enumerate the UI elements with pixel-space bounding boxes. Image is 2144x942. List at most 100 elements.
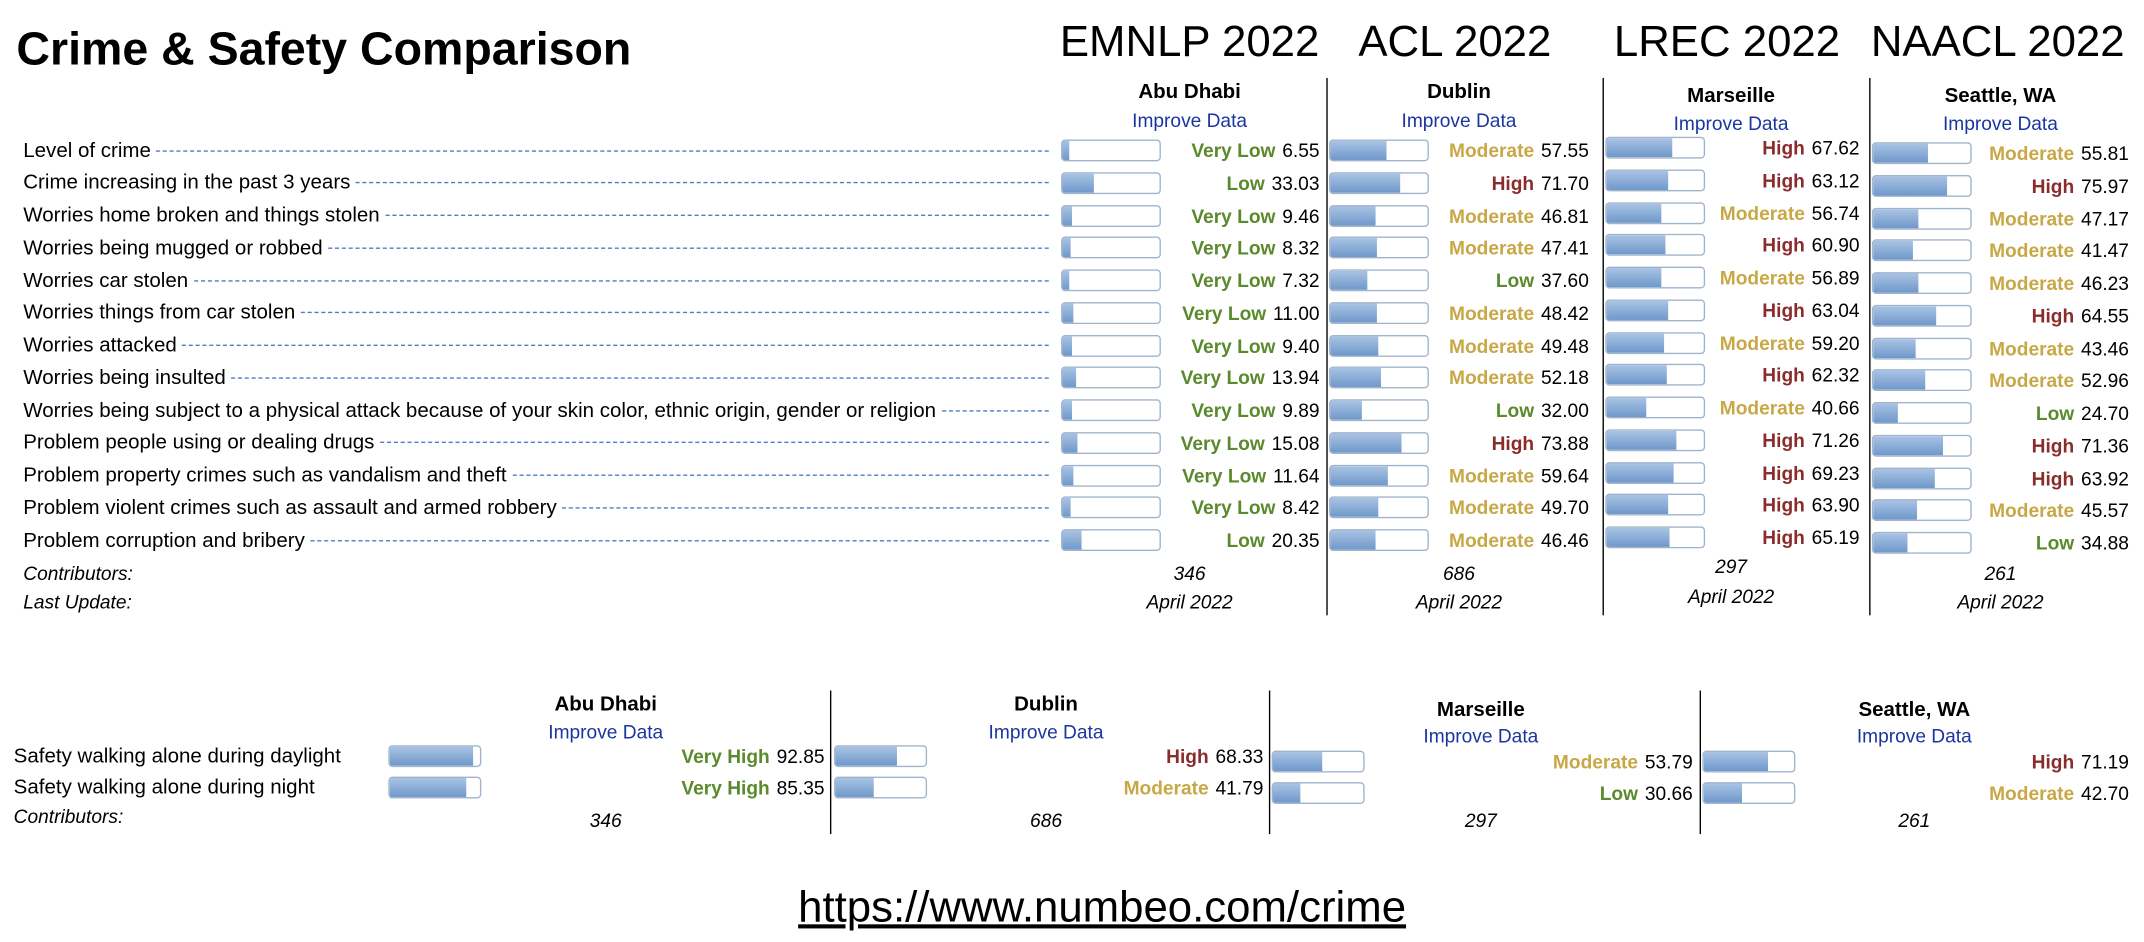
level: Moderate — [1989, 272, 2075, 294]
value: 63.92 — [2081, 466, 2129, 489]
level: Moderate — [1449, 366, 1535, 389]
label: Problem people using or dealing drugs — [23, 431, 375, 455]
last-update-label: Last Update: — [23, 590, 132, 613]
value-cell: Moderate 40.66 — [1720, 398, 1860, 417]
city-name: Seattle, WA — [1858, 698, 1971, 722]
improve-data-link[interactable]: Improve Data — [1673, 112, 1789, 135]
value-cell: High 63.92 — [2032, 468, 2129, 487]
label: Worries being subject to a physical atta… — [23, 398, 937, 422]
bar-track — [1871, 304, 1972, 327]
value: 34.88 — [2081, 531, 2129, 554]
value-cell: Very Low 7.32 — [1191, 271, 1319, 290]
level: Very Low — [1191, 139, 1276, 162]
value-cell: Very Low 11.00 — [1182, 303, 1319, 322]
bar — [1062, 238, 1071, 258]
value: 47.17 — [2081, 207, 2129, 230]
level: High — [2031, 750, 2075, 773]
level: Very Low — [1191, 204, 1276, 227]
value: 7.32 — [1282, 269, 1320, 292]
level: Low — [1599, 782, 1639, 805]
improve-data-link[interactable]: Improve Data — [1132, 109, 1248, 132]
bar — [389, 778, 467, 798]
label: Worries car stolen — [23, 268, 189, 292]
bar-track — [1329, 431, 1429, 454]
contributors-label: Contributors: — [23, 561, 133, 584]
row-label: Worries being mugged or robbed — [23, 236, 1049, 261]
bar-track — [1061, 431, 1161, 454]
improve-data-link[interactable]: Improve Data — [548, 720, 664, 743]
city-name: Seattle, WA — [1944, 84, 2057, 108]
level: High — [1762, 526, 1805, 549]
value-cell: Very Low 6.55 — [1191, 141, 1319, 160]
improve-data-link[interactable]: Improve Data — [1856, 724, 1972, 747]
label: Worries being insulted — [23, 366, 226, 390]
leader-line — [156, 149, 1049, 152]
value-cell: Very Low 9.46 — [1191, 206, 1319, 225]
improve-data-link[interactable]: Improve Data — [1942, 112, 2058, 135]
bar-track — [1702, 782, 1796, 805]
value-cell: Moderate 43.46 — [1989, 338, 2129, 357]
bar-track — [1871, 369, 1972, 392]
row-label: Problem violent crimes such as assault a… — [23, 495, 1049, 520]
level: Very Low — [1191, 269, 1276, 292]
bar — [1606, 397, 1647, 418]
bar-track — [1329, 334, 1429, 357]
value-cell: Moderate 47.17 — [1989, 209, 2129, 228]
row-label: Safety walking alone during daylight — [13, 744, 341, 768]
bar — [1703, 783, 1743, 803]
improve-data-link[interactable]: Improve Data — [1401, 109, 1517, 132]
last-update: April 2022 — [1687, 585, 1775, 608]
value: 43.46 — [2081, 337, 2129, 359]
improve-data-link[interactable]: Improve Data — [1423, 724, 1539, 747]
value: 9.89 — [1282, 399, 1320, 422]
value-cell: Low 32.00 — [1496, 401, 1589, 420]
bar — [1062, 173, 1095, 193]
value: 6.55 — [1282, 139, 1320, 162]
value-cell: Moderate 56.89 — [1720, 268, 1860, 287]
value: 41.79 — [1215, 776, 1264, 799]
source-url[interactable]: https://www.numbeo.com/crime — [798, 881, 1407, 932]
improve-data-link[interactable]: Improve Data — [988, 720, 1104, 743]
value-cell: Very Low 9.40 — [1191, 336, 1319, 355]
bar-track — [1329, 529, 1429, 552]
level: High — [2031, 434, 2075, 457]
row-label: Level of crime — [23, 138, 1049, 163]
bar-track — [1061, 334, 1161, 357]
value-cell: Moderate 59.20 — [1720, 333, 1860, 352]
value-cell: Low 24.70 — [2036, 403, 2129, 422]
value: 48.42 — [1540, 301, 1589, 324]
value-cell: Moderate 55.81 — [1989, 144, 2129, 163]
level: High — [1762, 461, 1805, 484]
bar — [1606, 527, 1670, 547]
bar — [835, 778, 874, 798]
last-update: April 2022 — [1957, 590, 2044, 613]
value-cell: Very High 85.35 — [681, 778, 824, 797]
city-name: Dublin — [1014, 692, 1078, 716]
value: 71.19 — [2081, 750, 2129, 773]
bar-track — [1329, 269, 1429, 292]
level: Very Low — [1191, 236, 1276, 259]
leader-line — [182, 344, 1049, 346]
level: Moderate — [1449, 236, 1535, 259]
value-cell: Moderate 52.18 — [1449, 368, 1589, 387]
value-cell: Very Low 11.64 — [1182, 466, 1319, 485]
value-cell: Moderate 46.81 — [1449, 206, 1589, 225]
bar — [1330, 400, 1362, 420]
value: 9.46 — [1282, 204, 1320, 227]
bar-track — [1605, 299, 1706, 321]
value: 32.00 — [1540, 399, 1589, 422]
level: Moderate — [1449, 204, 1535, 227]
level: Low — [2035, 531, 2075, 554]
bar-track — [1871, 272, 1972, 294]
level: Low — [1226, 171, 1265, 194]
value-cell: High 63.04 — [1762, 300, 1859, 319]
bar — [1330, 238, 1377, 258]
bar-track — [1061, 139, 1161, 162]
value: 92.85 — [776, 745, 825, 768]
bar — [389, 746, 474, 766]
value: 56.74 — [1811, 201, 1860, 224]
bar-track — [1605, 234, 1706, 257]
level: High — [1762, 234, 1805, 257]
level: Very Low — [1182, 464, 1267, 487]
level: Moderate — [1989, 782, 2075, 805]
